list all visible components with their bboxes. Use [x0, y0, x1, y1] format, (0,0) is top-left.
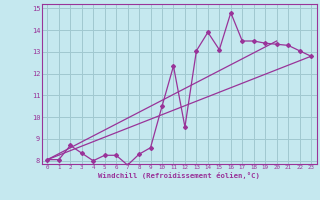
X-axis label: Windchill (Refroidissement éolien,°C): Windchill (Refroidissement éolien,°C) — [98, 172, 260, 179]
